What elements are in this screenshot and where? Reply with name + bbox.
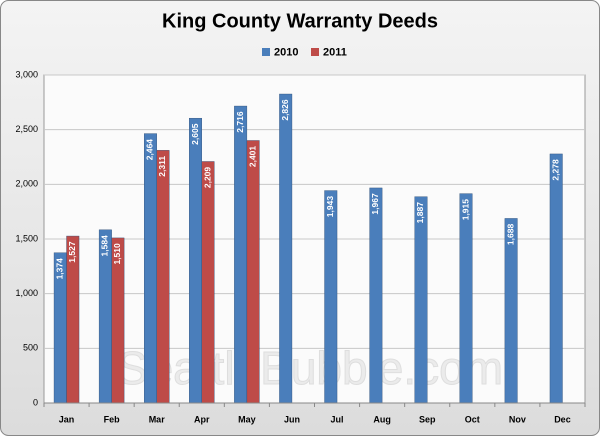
watermark: SeattleBubble.com — [117, 342, 503, 394]
y-tick-label: 2,000 — [15, 179, 38, 189]
x-tick-label: Jun — [284, 414, 300, 424]
data-label: 2,464 — [145, 139, 155, 161]
x-tick-label: Apr — [194, 414, 210, 424]
y-tick-label: 1,500 — [15, 233, 38, 243]
data-label: 1,967 — [370, 193, 380, 215]
bar — [144, 133, 157, 404]
bar — [201, 161, 215, 404]
bar — [246, 140, 260, 404]
bar — [156, 150, 170, 404]
bar — [324, 190, 338, 404]
data-label: 1,374 — [55, 258, 65, 280]
legend-swatch — [262, 48, 270, 56]
legend-swatch — [311, 48, 319, 56]
x-tick-label: Nov — [509, 414, 526, 424]
data-label: 2,826 — [280, 99, 290, 121]
data-label: 2,716 — [235, 111, 245, 133]
data-label: 2,311 — [157, 156, 167, 177]
bar — [279, 93, 293, 404]
x-tick-label: Jul — [331, 414, 344, 424]
data-label: 1,688 — [505, 224, 515, 246]
x-tick-label: Jan — [59, 414, 75, 424]
data-label: 1,943 — [325, 196, 335, 218]
data-label: 1,887 — [415, 202, 425, 224]
x-tick-label: Feb — [104, 414, 121, 424]
bar — [189, 117, 202, 404]
x-tick-label: May — [238, 414, 256, 424]
bar — [549, 153, 563, 404]
y-tick-label: 3,000 — [15, 69, 38, 79]
x-tick-label: Aug — [373, 414, 391, 424]
data-label: 2,605 — [190, 123, 200, 145]
bar — [234, 105, 248, 404]
data-label: 1,584 — [100, 235, 110, 257]
data-label: 1,510 — [112, 243, 122, 265]
bar — [414, 196, 428, 404]
bar — [369, 187, 383, 404]
data-label: 1,915 — [460, 199, 470, 221]
x-tick-label: Dec — [554, 414, 571, 424]
legend-label: 2011 — [323, 46, 347, 58]
bar — [459, 193, 473, 404]
y-tick-label: 2,500 — [15, 124, 38, 134]
x-tick-label: Oct — [465, 414, 480, 424]
data-label: 1,527 — [67, 241, 77, 263]
bar — [504, 218, 518, 404]
y-tick-label: 0 — [33, 397, 38, 407]
x-tick-label: Sep — [419, 414, 436, 424]
x-tick-label: Mar — [149, 414, 166, 424]
chart-title: King County Warranty Deeds — [162, 10, 438, 32]
data-label: 2,401 — [247, 146, 257, 168]
y-tick-label: 1,000 — [15, 288, 38, 298]
legend-label: 2010 — [274, 46, 298, 58]
data-label: 2,209 — [202, 167, 212, 189]
y-tick-label: 500 — [23, 343, 38, 353]
data-label: 2,278 — [550, 159, 560, 181]
